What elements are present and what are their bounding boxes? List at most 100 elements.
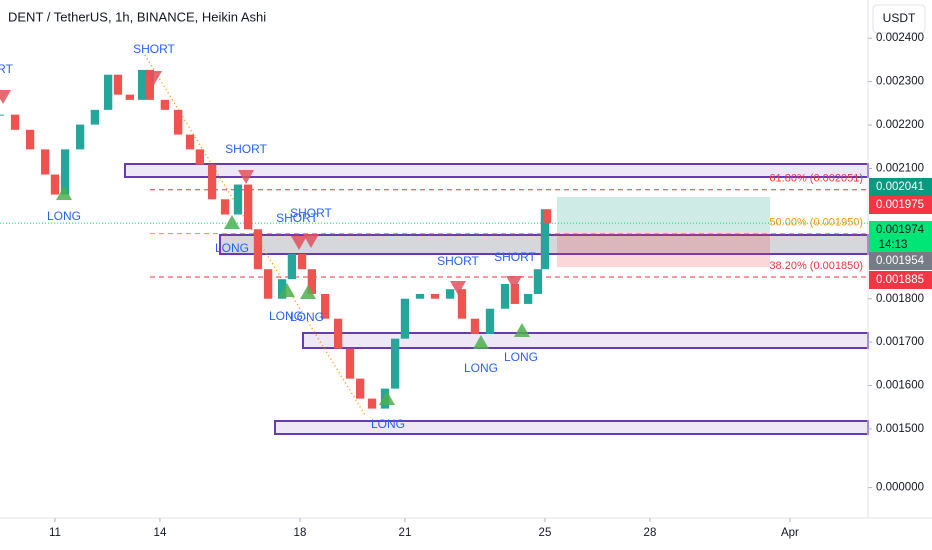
candle — [41, 149, 50, 175]
long-arrow — [379, 391, 395, 405]
signal-label: LONG — [269, 309, 303, 323]
x-tick-label: Apr — [781, 527, 799, 539]
signal-label: LONG — [504, 350, 538, 364]
short-arrow — [450, 281, 466, 295]
signal-label: SHORT — [494, 250, 536, 264]
candle — [185, 134, 195, 150]
price-label: 0.002041 — [876, 181, 924, 193]
target-box — [557, 197, 770, 232]
x-tick-label: 18 — [294, 527, 307, 539]
candle — [307, 269, 316, 294]
candle — [233, 184, 243, 215]
candle — [113, 74, 123, 95]
fib-label: 61.80% (0.002051) — [769, 173, 863, 185]
x-tick-label: 28 — [644, 527, 657, 539]
candle — [76, 124, 85, 150]
chart-title: DENT / TetherUS, 1h, BINANCE, Heikin Ash… — [8, 9, 266, 24]
countdown: 14:13 — [879, 239, 908, 251]
candle — [485, 308, 495, 334]
candle — [391, 338, 400, 389]
zone — [274, 420, 869, 435]
candle — [104, 74, 113, 110]
candle — [367, 398, 377, 409]
short-arrow — [0, 90, 11, 104]
signal-label: SHORT — [276, 211, 318, 225]
x-tick-label: 11 — [49, 527, 61, 539]
candle — [345, 348, 355, 379]
x-tick-label: 25 — [539, 527, 552, 539]
price-label: 0.001954 — [876, 255, 925, 267]
price-label-bg — [869, 252, 932, 270]
candle — [10, 114, 20, 130]
candle — [510, 283, 519, 304]
long-arrow — [224, 215, 240, 229]
short-arrow — [146, 71, 162, 85]
candle — [470, 318, 480, 334]
candle — [533, 269, 543, 294]
candle — [244, 184, 253, 230]
currency-button[interactable] — [872, 4, 926, 34]
x-tick-label: 21 — [399, 527, 412, 539]
price-label-bg — [869, 221, 932, 255]
candle — [50, 174, 60, 195]
y-tick-label: 0.001700 — [876, 336, 924, 348]
price-label-bg — [869, 178, 932, 196]
long-arrow — [473, 335, 489, 349]
price-label: 0.001885 — [876, 274, 924, 286]
currency[interactable]: USDT — [883, 11, 916, 25]
candle — [400, 298, 410, 339]
fib-label: 50.00% (0.001950) — [769, 217, 863, 229]
candle — [524, 293, 533, 304]
candle — [253, 229, 263, 270]
price-label-bg — [869, 271, 932, 289]
y-tick-label: 0.002100 — [876, 163, 924, 175]
candle — [321, 293, 330, 319]
long-arrow — [514, 323, 530, 337]
zone — [124, 163, 869, 178]
fib-label: 38.20% (0.001850) — [769, 260, 863, 272]
y-tick-label: 0.001600 — [876, 380, 924, 392]
y-tick-label: 0.002300 — [876, 76, 924, 88]
candle — [287, 254, 297, 280]
candle — [356, 378, 365, 399]
candle — [333, 318, 343, 349]
candle — [195, 149, 204, 165]
signal-label: LONG — [371, 417, 405, 431]
candle — [145, 69, 154, 100]
y-tick-label: 0.000000 — [876, 482, 924, 494]
candle — [207, 164, 217, 200]
signal-label: SHORT — [290, 206, 332, 220]
signal-label: SHORT — [0, 62, 14, 76]
stop-box — [557, 232, 770, 267]
candle — [297, 254, 307, 270]
long-arrow — [300, 285, 316, 299]
signal-label: SHORT — [225, 142, 267, 156]
candle — [263, 269, 273, 299]
long-arrow — [56, 186, 72, 200]
short-arrow — [238, 170, 254, 184]
y-tick-label: 0.002400 — [876, 32, 924, 44]
candle — [137, 69, 147, 100]
signal-label: LONG — [47, 209, 81, 223]
price-label: 0.001974 — [876, 224, 925, 236]
candle — [445, 289, 455, 299]
price-label-bg — [869, 196, 932, 214]
short-arrow — [506, 276, 522, 290]
price-label: 0.001975 — [876, 199, 924, 211]
candle — [174, 109, 183, 135]
signal-label: LONG — [290, 310, 324, 324]
candle — [160, 99, 169, 110]
candle — [415, 293, 425, 299]
long-arrow — [279, 283, 295, 297]
candle — [25, 129, 35, 150]
candle — [430, 293, 440, 299]
signal-label: SHORT — [437, 254, 479, 268]
short-arrow — [303, 234, 319, 248]
signal-label: LONG — [215, 241, 249, 255]
candle — [542, 209, 552, 224]
signal-label: SHORT — [133, 42, 175, 56]
signal-label: LONG — [464, 361, 498, 375]
candle — [277, 279, 287, 299]
